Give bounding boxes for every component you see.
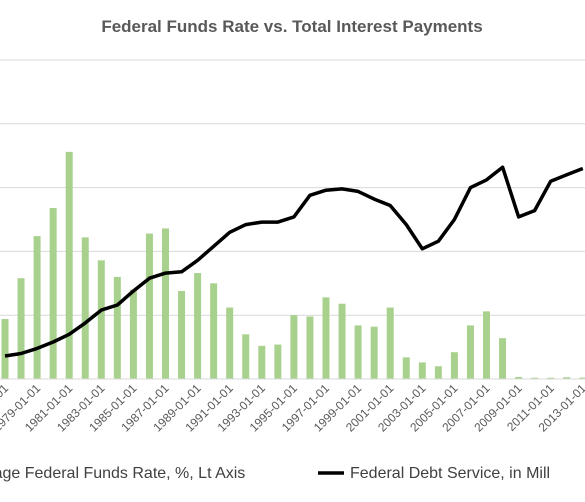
bar [242, 334, 250, 379]
bar [49, 208, 57, 379]
bar [258, 345, 266, 379]
bar [322, 297, 330, 379]
bar [210, 283, 218, 379]
bar [563, 377, 571, 379]
bar [499, 338, 507, 379]
legend: Average Federal Funds Rate, %, Lt Axis F… [0, 465, 550, 482]
bar [547, 377, 555, 379]
chart-title: Federal Funds Rate vs. Total Interest Pa… [101, 17, 482, 36]
bar [483, 311, 490, 379]
bar [194, 273, 202, 379]
bar [65, 151, 73, 379]
bar [33, 236, 41, 379]
bar [226, 307, 234, 379]
x-tick-labels: 1977-01-011979-01-011981-01-011983-01-01… [0, 381, 585, 435]
bar [450, 352, 458, 379]
bar [515, 376, 523, 379]
bar [274, 344, 282, 379]
bar [531, 377, 539, 379]
legend-label-federal-debt-service: Federal Debt Service, in Mill [350, 465, 550, 482]
bar [129, 289, 137, 379]
series-line-federal-debt-service [4, 165, 584, 358]
bar [466, 325, 474, 379]
bar [306, 316, 314, 379]
bar [434, 366, 442, 379]
bar [290, 315, 298, 379]
bar [178, 290, 186, 379]
bar [386, 307, 394, 379]
bar [418, 362, 426, 379]
bar [113, 276, 121, 379]
bar-series [1, 151, 585, 379]
bar [402, 357, 410, 379]
bar [354, 325, 362, 379]
bar [579, 377, 585, 379]
bar [370, 326, 378, 379]
bar [17, 278, 25, 379]
bar [145, 233, 153, 379]
legend-label-fed-funds-rate: Average Federal Funds Rate, %, Lt Axis [0, 465, 245, 482]
bar [97, 260, 105, 379]
bar [1, 319, 9, 379]
bar [338, 303, 346, 379]
bar [162, 228, 169, 379]
bar [81, 237, 89, 379]
